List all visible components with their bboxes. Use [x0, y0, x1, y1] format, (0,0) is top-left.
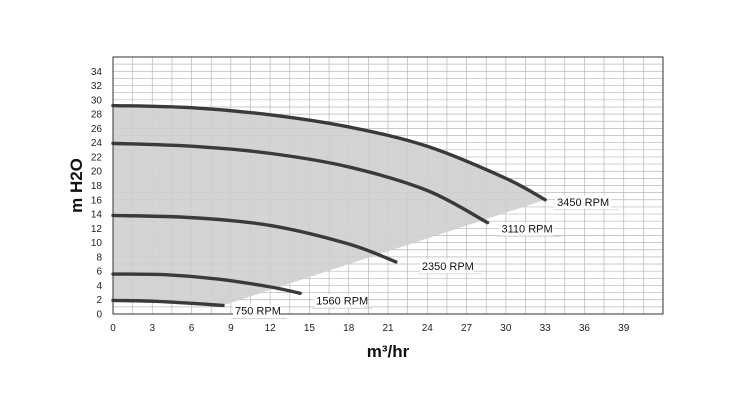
x-tick-label: 12 — [265, 323, 277, 334]
x-tick-label: 21 — [382, 323, 394, 334]
y-tick-label: 34 — [91, 67, 103, 78]
y-tick-label: 4 — [96, 281, 102, 292]
x-tick-label: 30 — [500, 323, 512, 334]
y-tick-label: 22 — [91, 152, 103, 163]
curve-3450-rpm — [111, 103, 547, 202]
y-tick-label: 8 — [96, 252, 102, 263]
label-background — [314, 294, 365, 308]
tick-labels: 0 3 6 9 12 15 18 21 24 27 30 33 36 390246810121416182… — [91, 67, 630, 334]
x-tick-label: 39 — [618, 323, 630, 334]
x-axis-title: m³/hr — [367, 342, 410, 361]
label-background — [233, 304, 279, 318]
y-tick-label: 18 — [91, 181, 103, 192]
y-tick-label: 24 — [91, 138, 103, 149]
y-tick-label: 0 — [96, 310, 102, 321]
y-tick-label: 2 — [96, 295, 102, 306]
curve-label-3450-rpm: 3450 RPM — [557, 197, 609, 209]
curve-3110-rpm — [111, 141, 490, 225]
y-axis-title: m H2O — [67, 158, 86, 213]
y-tick-label: 10 — [91, 238, 103, 249]
x-tick-label: 9 — [228, 323, 234, 334]
x-tick-label: 18 — [343, 323, 355, 334]
curve-label-3110-rpm: 3110 RPM — [502, 224, 553, 236]
y-tick-label: 12 — [91, 224, 103, 235]
curve-2350-rpm — [111, 213, 398, 264]
curve-750-rpm — [111, 298, 225, 308]
y-tick-label: 28 — [91, 110, 103, 121]
x-tick-label: 36 — [579, 323, 591, 334]
curve-label-1560-rpm: 1560 RPM — [316, 295, 368, 307]
label-background — [499, 222, 554, 236]
plot-frame — [112, 56, 664, 315]
y-tick-label: 14 — [91, 210, 103, 221]
x-tick-label: 6 — [189, 323, 195, 334]
x-tick-label: 33 — [540, 323, 552, 334]
y-tick-label: 6 — [96, 267, 102, 278]
curves — [111, 103, 547, 308]
x-tick-label: 15 — [304, 323, 316, 334]
y-tick-label: 30 — [91, 95, 103, 106]
curve-label-750-rpm: 750 RPM — [235, 305, 281, 317]
curve-labels: 3450 RPM 3110 RPM 2350 RPM 1560 RPM 750 RPM — [231, 195, 620, 319]
y-tick-label: 20 — [91, 167, 103, 178]
x-tick-label: 24 — [422, 323, 434, 334]
x-tick-label: 3 — [150, 323, 156, 334]
curve-label-2350-rpm: 2350 RPM — [422, 261, 474, 273]
operating-region — [113, 105, 546, 306]
curve-1560-rpm — [111, 272, 302, 295]
y-tick-label: 16 — [91, 195, 103, 206]
label-background — [419, 259, 474, 273]
y-tick-label: 32 — [91, 81, 103, 92]
y-tick-label: 26 — [91, 124, 103, 135]
label-background — [555, 195, 612, 209]
x-tick-label: 27 — [461, 323, 473, 334]
x-tick-label: 0 — [110, 323, 116, 334]
